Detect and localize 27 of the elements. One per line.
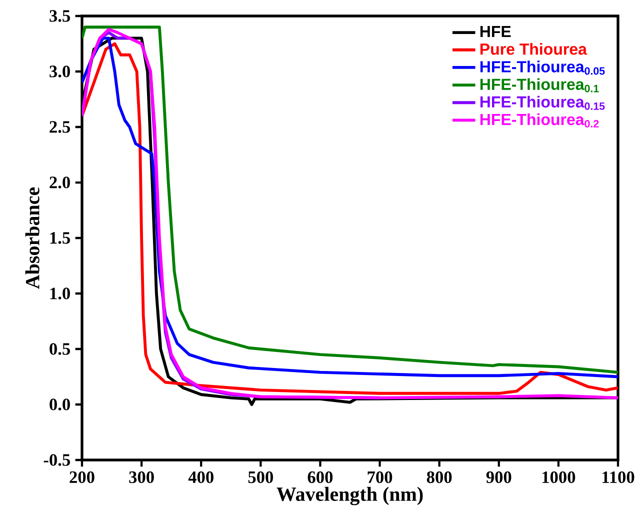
x-tick-label: 500 <box>248 471 274 484</box>
x-tick-label: 300 <box>129 471 154 484</box>
legend-label: HFE-Thiourea$_{0.05}$ <box>480 60 605 75</box>
x-tick-label: 200 <box>70 471 94 484</box>
y-tick-label: 0.5 <box>50 343 70 355</box>
y-tick-label: 1.5 <box>50 232 70 244</box>
y-tick-label: 2.0 <box>50 176 70 188</box>
y-tick-label: 3.0 <box>50 66 70 78</box>
legend-label: Pure Thiourea <box>480 43 588 55</box>
y-tick-label: 1.0 <box>50 288 70 300</box>
legend-label: HFE-Thiourea$_{0.1}$ <box>480 78 599 92</box>
y-tick-label: -0.5 <box>44 454 70 466</box>
x-tick-label: 1100 <box>602 471 634 484</box>
legend-label: HFE-Thiourea$_{0.2}$ <box>480 113 599 128</box>
x-axis-title: Wavelength (nm) <box>276 486 423 506</box>
legend-label: HFE <box>480 26 511 38</box>
x-tick-label: 800 <box>426 471 452 484</box>
legend-label: HFE-Thiourea$_{0.15}$ <box>480 96 605 110</box>
x-tick-label: 700 <box>368 471 392 484</box>
x-tick-label: 400 <box>188 471 214 484</box>
x-tick-label: 600 <box>308 471 333 484</box>
x-tick-label: 900 <box>486 471 512 484</box>
y-tick-label: 0.0 <box>50 398 70 410</box>
y-tick-label: 2.5 <box>50 121 70 133</box>
y-axis-title: Absorbance <box>25 187 40 289</box>
y-tick-label: 3.5 <box>50 10 70 22</box>
x-tick-label: 1000 <box>542 471 576 484</box>
